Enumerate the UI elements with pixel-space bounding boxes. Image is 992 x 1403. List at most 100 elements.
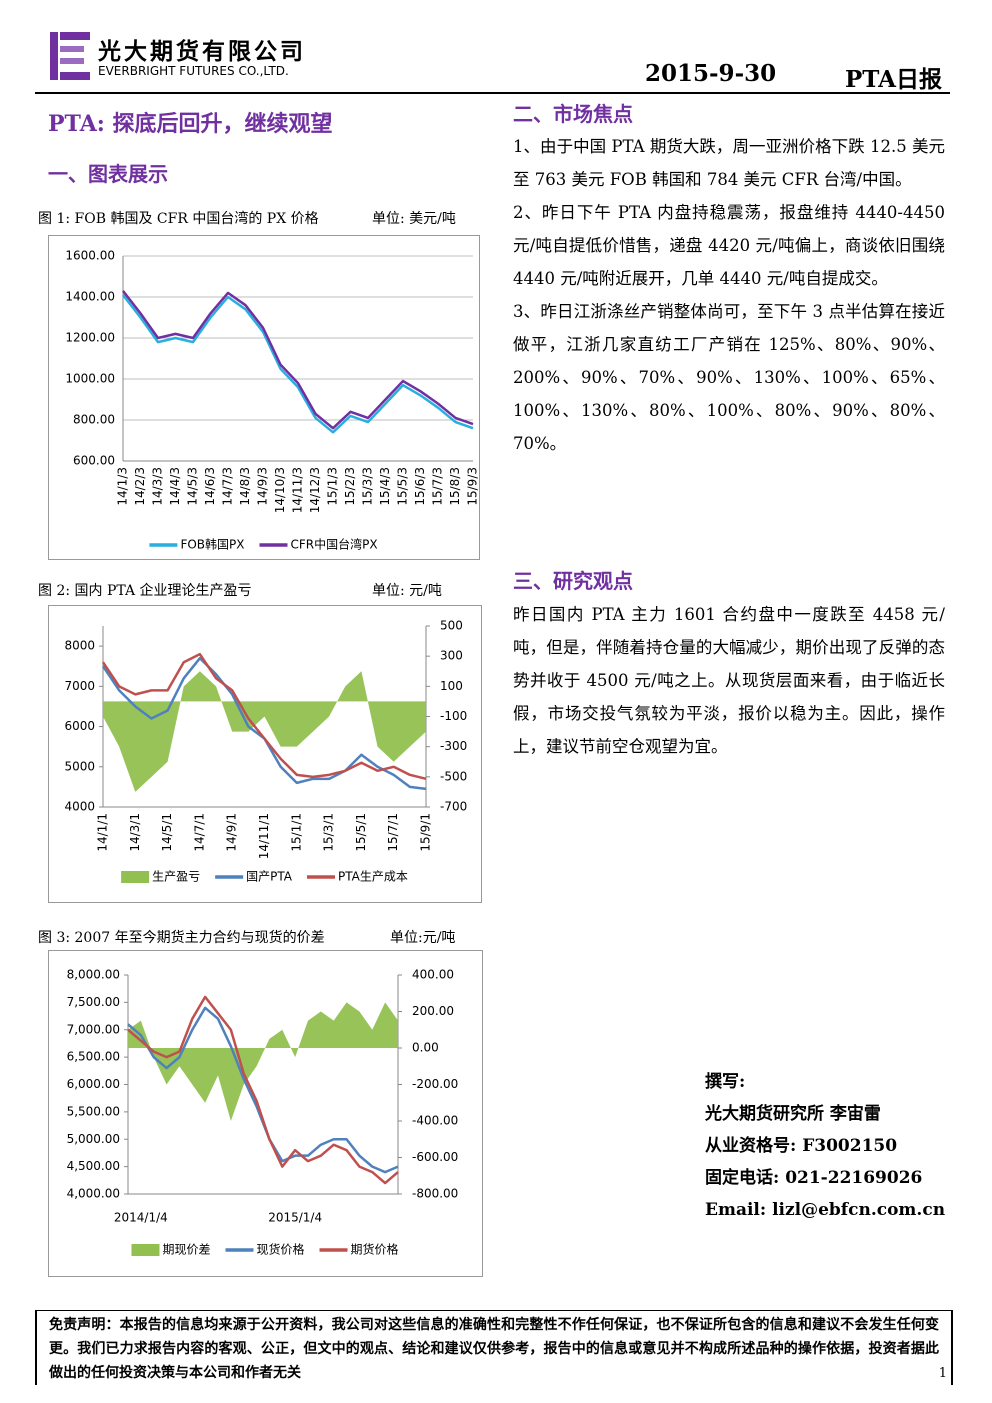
legend-label: 期货价格	[351, 1242, 399, 1257]
y2-tick-label: 500	[440, 619, 463, 633]
logo	[50, 32, 90, 80]
y-tick-label: 6,500.00	[67, 1050, 120, 1064]
y2-tick-label: 200.00	[412, 1004, 454, 1018]
x-tick-label: 15/2/3	[343, 467, 357, 506]
legend-swatch	[121, 871, 150, 883]
x-tick-label: 15/7/1	[386, 813, 400, 852]
x-tick-label: 14/12/3	[308, 467, 322, 513]
report-name: PTA日报	[845, 66, 942, 93]
section-heading: 一、图表展示	[48, 162, 168, 186]
y2-tick-label: -300	[440, 739, 467, 753]
legend-label: 现货价格	[256, 1242, 304, 1257]
legend-label: 生产盈亏	[152, 870, 200, 884]
y2-tick-label: -800.00	[412, 1187, 458, 1201]
y2-tick-label: -700	[440, 800, 467, 814]
y-tick-label: 4,000.00	[67, 1187, 120, 1201]
y-tick-label: 8,000.00	[67, 968, 120, 982]
page-number: 1	[938, 1366, 947, 1381]
figure-caption: 图 1: FOB 韩国及 CFR 中国台湾的 PX 价格	[38, 211, 319, 227]
x-tick-label: 15/3/3	[361, 467, 375, 506]
y-tick-label: 1200.00	[65, 331, 115, 345]
company-cn: 光大期货有限公司	[98, 38, 306, 65]
series-area	[128, 1002, 398, 1121]
x-tick-label: 15/9/3	[466, 467, 480, 506]
chart: 4,000.00 4,500.00 5,000.00 5,500.00 6,000.00…	[48, 950, 483, 1277]
legend-label: 期现价差	[162, 1243, 210, 1257]
x-tick-label: 15/5/3	[396, 467, 410, 506]
y2-tick-label: -100	[440, 709, 467, 723]
company-en: EVERBRIGHT FUTURES CO.,LTD.	[98, 64, 289, 78]
y-tick-label: 1600.00	[65, 249, 115, 263]
header-rule	[35, 92, 950, 94]
report-date: 2015-9-30	[645, 60, 777, 87]
x-tick-label: 14/3/3	[151, 467, 165, 506]
x-tick-label: 15/8/3	[448, 467, 462, 506]
unit-label: 单位: 元/吨	[372, 583, 442, 599]
author-line: 光大期货研究所 李宙雷	[705, 1104, 881, 1124]
y2-tick-label: -500	[440, 769, 467, 783]
disclaimer: 免责声明：本报告的信息均来源于公开资料，我公司对这些信息的准确性和完整性不作任何…	[49, 1317, 939, 1381]
y2-tick-label: -400.00	[412, 1114, 458, 1128]
figure-caption: 图 2: 国内 PTA 企业理论生产盈亏	[38, 583, 252, 599]
y-tick-label: 7,000.00	[67, 1022, 120, 1036]
figure-caption: 图 3: 2007 年至今期货主力合约与现货的价差	[38, 930, 325, 946]
series-line	[127, 995, 399, 1185]
paragraph: 3、昨日江浙涤丝产销整体尚可，至下午 3 点半估算在接近做平，江浙几家直纺工厂产…	[513, 302, 945, 453]
author-line: 固定电话: 021-22169026	[705, 1168, 923, 1188]
chart: 600.00 800.00 1000.00 1200.00 1400.00 1600.00…	[48, 235, 480, 560]
paragraph: 昨日国内 PTA 主力 1601 合约盘中一度跌至 4458 元/吨，但是，伴随…	[513, 605, 945, 756]
report-title: PTA: 探底后回升，继续观望	[48, 111, 333, 137]
series-line	[122, 294, 474, 434]
section-heading: 二、市场焦点	[513, 102, 633, 126]
y-tick-label: 1400.00	[65, 290, 115, 304]
y-tick-label: 800.00	[73, 413, 115, 427]
author-line: 从业资格号: F3002150	[705, 1136, 898, 1156]
x-tick-label: 14/4/3	[168, 467, 182, 506]
y2-tick-label: 300	[440, 649, 463, 663]
x-tick-label: 14/1/3	[116, 467, 130, 506]
x-tick-label: 15/4/3	[378, 467, 392, 506]
x-tick-label: 14/2/3	[133, 467, 147, 506]
legend-label: CFR中国台湾PX	[290, 537, 377, 552]
y-tick-label: 1000.00	[65, 372, 115, 386]
series-line	[101, 652, 427, 781]
legend-label: 国产PTA	[246, 870, 293, 884]
legend-swatch	[131, 1244, 160, 1256]
x-tick-label: 14/7/1	[192, 813, 206, 852]
y2-tick-label: 0.00	[412, 1041, 439, 1055]
paragraph: 2、昨日下午 PTA 内盘持稳震荡，报盘维持 4440-4450 元/吨自提低价…	[513, 203, 945, 288]
paragraph: 1、由于中国 PTA 期货大跌，周一亚洲价格下跌 12.5 美元至 763 美元…	[513, 137, 945, 189]
x-tick-label: 15/9/1	[419, 813, 433, 852]
x-tick-label: 15/5/1	[354, 813, 368, 852]
author-line: Email: lizl@ebfcn.com.cn	[705, 1200, 946, 1220]
x-tick-label: 14/5/3	[186, 467, 200, 506]
disclaimer-box: 免责声明：本报告的信息均来源于公开资料，我公司对这些信息的准确性和完整性不作任何…	[35, 1310, 953, 1385]
legend-label: PTA生产成本	[338, 870, 408, 884]
y2-tick-label: -600.00	[412, 1150, 458, 1164]
x-tick-label: 14/3/1	[128, 813, 142, 852]
x-tick-label: 14/11/1	[257, 813, 271, 859]
unit-label: 单位: 美元/吨	[372, 211, 456, 227]
y-tick-label: 4,500.00	[67, 1159, 120, 1173]
x-tick-label: 15/1/3	[326, 467, 340, 506]
y-tick-label: 8000	[64, 639, 95, 653]
x-tick-label: 15/6/3	[413, 467, 427, 506]
chart: 4000 5000 6000 7000 8000 -700 -500 -300 -100 100 3…	[48, 605, 482, 903]
x-tick-label: 2015/1/4	[268, 1211, 322, 1225]
x-tick-label: 15/1/1	[289, 813, 303, 852]
y-tick-label: 7,500.00	[67, 995, 120, 1009]
section-body: 1、由于中国 PTA 期货大跌，周一亚洲价格下跌 12.5 美元至 763 美元…	[513, 130, 945, 460]
x-tick-label: 14/8/3	[238, 467, 252, 506]
x-tick-label: 14/1/1	[96, 813, 110, 852]
y2-tick-label: -200.00	[412, 1077, 458, 1091]
y-tick-label: 5,000.00	[67, 1132, 120, 1146]
series-area	[103, 671, 426, 792]
section-heading: 三、研究观点	[513, 569, 633, 593]
y2-tick-label: 400.00	[412, 968, 454, 982]
unit-label: 单位:元/吨	[390, 930, 456, 946]
x-tick-label: 14/7/3	[221, 467, 235, 506]
y-tick-label: 5000	[64, 759, 95, 773]
y-tick-label: 600.00	[73, 454, 115, 468]
x-tick-label: 14/9/3	[256, 467, 270, 506]
